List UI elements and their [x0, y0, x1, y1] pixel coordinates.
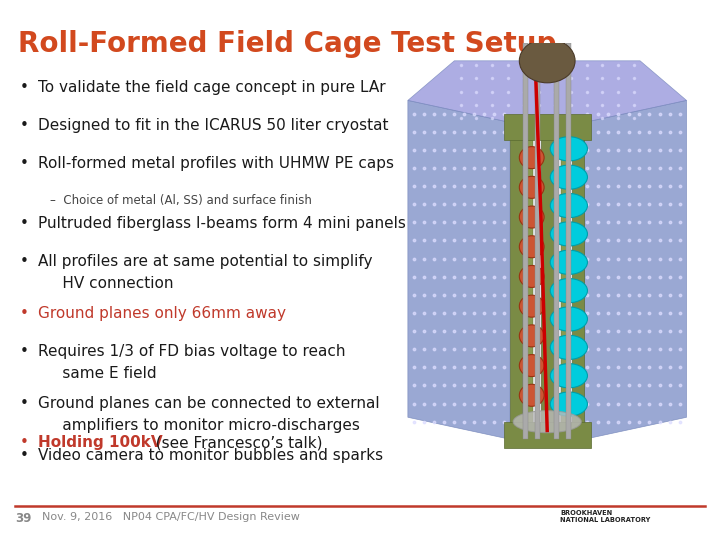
Polygon shape — [585, 100, 687, 440]
Text: •: • — [20, 448, 29, 463]
Ellipse shape — [519, 147, 544, 168]
Text: Holding 100kV: Holding 100kV — [38, 435, 163, 450]
Ellipse shape — [519, 355, 544, 376]
Bar — [504, 113, 590, 140]
Bar — [561, 131, 570, 430]
Text: •: • — [20, 156, 29, 171]
Ellipse shape — [519, 236, 544, 258]
Text: 39: 39 — [15, 512, 32, 525]
Text: •: • — [20, 344, 29, 359]
Ellipse shape — [550, 165, 588, 190]
Text: All profiles are at same potential to simplify: All profiles are at same potential to si… — [38, 254, 372, 269]
Bar — [572, 131, 585, 430]
Text: BROOKHAVEN
NATIONAL LABORATORY: BROOKHAVEN NATIONAL LABORATORY — [560, 510, 650, 523]
Ellipse shape — [519, 384, 544, 406]
Text: •: • — [20, 254, 29, 269]
Ellipse shape — [550, 193, 588, 218]
Ellipse shape — [550, 137, 588, 161]
Text: •: • — [20, 306, 29, 321]
Ellipse shape — [519, 206, 544, 228]
Ellipse shape — [550, 392, 588, 416]
Ellipse shape — [519, 295, 544, 317]
Text: Roll-Formed Field Cage Test Setup: Roll-Formed Field Cage Test Setup — [18, 30, 557, 58]
Bar — [523, 43, 528, 440]
Text: •: • — [20, 118, 29, 133]
Ellipse shape — [513, 411, 581, 433]
Text: •: • — [20, 80, 29, 95]
Text: (see Francesco’s talk): (see Francesco’s talk) — [146, 435, 323, 450]
Bar — [510, 131, 523, 430]
Polygon shape — [510, 123, 585, 440]
Bar — [524, 131, 534, 430]
Ellipse shape — [550, 279, 588, 303]
Text: Ground planes only 66mm away: Ground planes only 66mm away — [38, 306, 286, 321]
Text: Video camera to monitor bubbles and sparks: Video camera to monitor bubbles and spar… — [38, 448, 383, 463]
Text: same E field: same E field — [38, 366, 157, 381]
Bar — [554, 43, 559, 440]
Text: Nov. 9, 2016   NP04 CPA/FC/HV Design Review: Nov. 9, 2016 NP04 CPA/FC/HV Design Revie… — [42, 512, 300, 522]
Text: •: • — [20, 216, 29, 231]
Text: Roll-formed metal profiles with UHMW PE caps: Roll-formed metal profiles with UHMW PE … — [38, 156, 394, 171]
Text: Ground planes can be connected to external: Ground planes can be connected to extern… — [38, 396, 379, 411]
Bar — [567, 43, 572, 440]
Text: Pultruded fiberglass I-beams form 4 mini panels: Pultruded fiberglass I-beams form 4 mini… — [38, 216, 406, 231]
Text: •: • — [20, 435, 29, 450]
Ellipse shape — [550, 335, 588, 360]
Text: Designed to fit in the ICARUS 50 liter cryostat: Designed to fit in the ICARUS 50 liter c… — [38, 118, 389, 133]
Ellipse shape — [550, 250, 588, 274]
Polygon shape — [408, 61, 687, 123]
Text: HV connection: HV connection — [38, 276, 174, 291]
Ellipse shape — [550, 222, 588, 246]
Text: Requires 1/3 of FD bias voltage to reach: Requires 1/3 of FD bias voltage to reach — [38, 344, 346, 359]
Bar — [536, 43, 541, 440]
Ellipse shape — [519, 177, 544, 198]
Ellipse shape — [519, 39, 575, 83]
Polygon shape — [408, 100, 510, 440]
Bar — [541, 131, 554, 430]
Bar — [504, 422, 590, 448]
Ellipse shape — [550, 363, 588, 388]
Ellipse shape — [550, 307, 588, 331]
Ellipse shape — [519, 325, 544, 347]
Text: To validate the field cage concept in pure LAr: To validate the field cage concept in pu… — [38, 80, 386, 95]
Text: amplifiers to monitor micro-discharges: amplifiers to monitor micro-discharges — [38, 418, 360, 433]
Text: –  Choice of metal (Al, SS) and surface finish: – Choice of metal (Al, SS) and surface f… — [50, 194, 312, 207]
Text: •: • — [20, 396, 29, 411]
Ellipse shape — [519, 266, 544, 287]
